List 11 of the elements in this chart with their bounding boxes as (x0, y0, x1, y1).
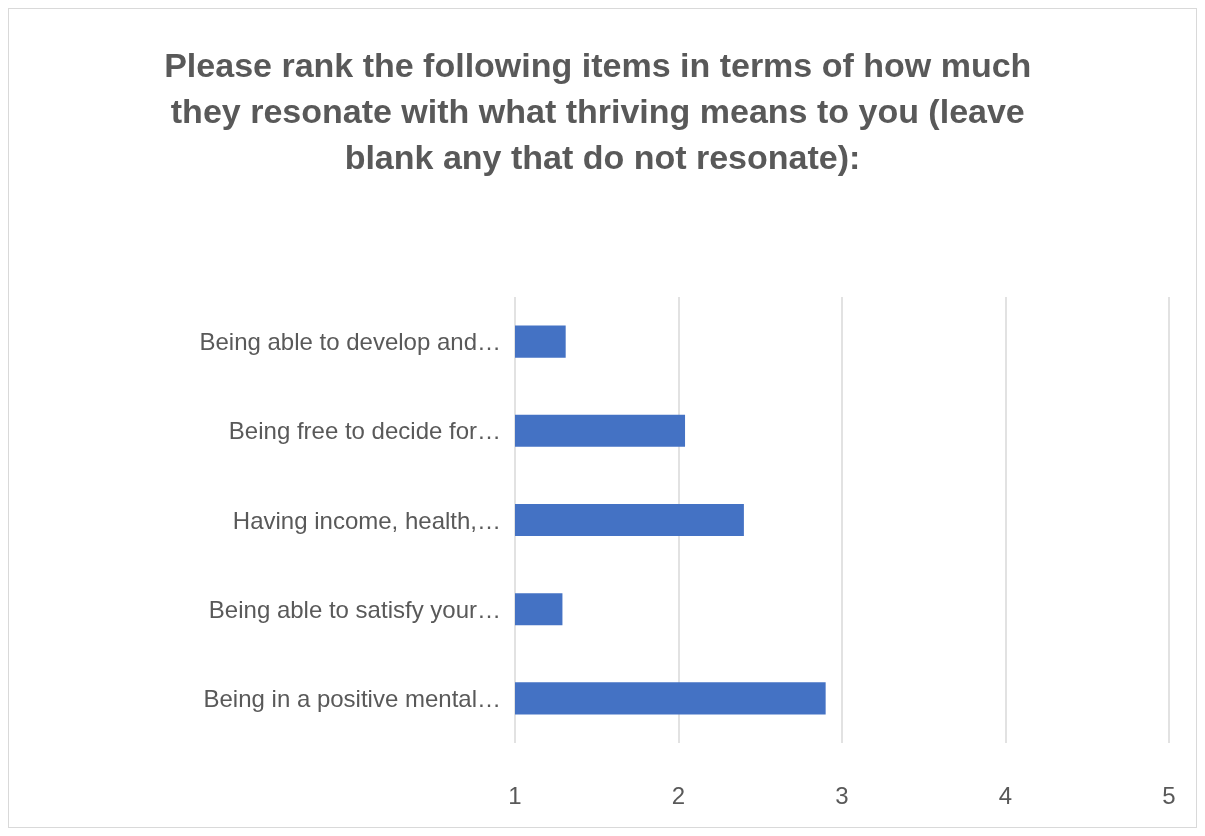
y-tick-label: Being free to decide for… (228, 417, 501, 445)
x-tick-label: 4 (998, 781, 1013, 809)
y-tick-label: Having income, health,… (232, 506, 501, 534)
y-tick-label: Being in a positive mental… (203, 684, 501, 712)
x-tick-label: 3 (835, 781, 849, 809)
y-tick-label: Being able to satisfy your… (208, 595, 501, 623)
y-tick-label: Being able to develop and… (199, 328, 501, 356)
chart-title: Please rank the following items in terms of how much they resonate with what thriving means to you (leave blank any that do not resonate): (164, 46, 1041, 176)
x-tick-label: 2 (671, 781, 686, 809)
x-tick-label: 5 (1162, 781, 1176, 809)
x-tick-label: 1 (508, 781, 522, 809)
